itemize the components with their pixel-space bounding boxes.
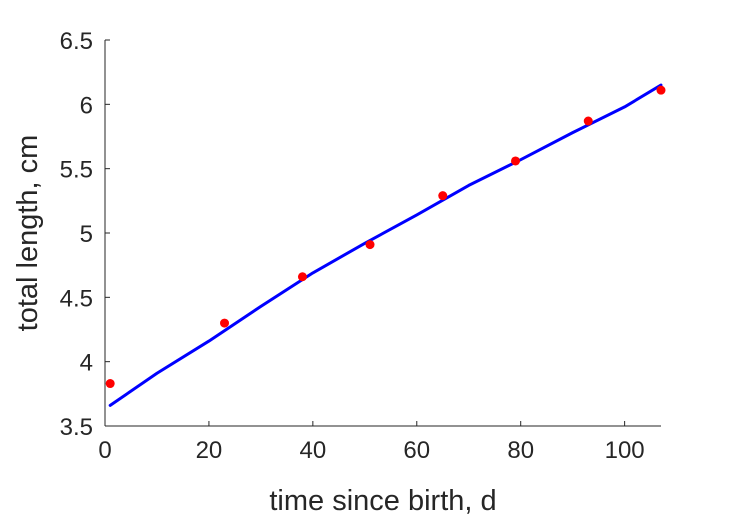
data-point bbox=[583, 116, 593, 126]
x-tick-label: 0 bbox=[98, 437, 111, 464]
ticks: 0 20 40 60 80 100 3.5 4 4.5 5 5.5 6 6.5 bbox=[60, 28, 645, 464]
data-point bbox=[656, 85, 666, 95]
y-tick-label: 6.5 bbox=[60, 28, 93, 55]
y-tick-label: 5.5 bbox=[60, 157, 93, 184]
y-tick-label: 3.5 bbox=[60, 414, 93, 441]
fit-curve bbox=[108, 83, 663, 407]
y-tick-label: 4.5 bbox=[60, 285, 93, 312]
plot-area bbox=[105, 83, 666, 407]
x-axis-label: time since birth, d bbox=[269, 485, 496, 517]
data-point bbox=[438, 191, 448, 201]
x-tick-label: 100 bbox=[605, 437, 645, 464]
y-tick-label: 5 bbox=[80, 221, 93, 248]
data-point bbox=[511, 156, 521, 166]
x-tick-label: 20 bbox=[196, 437, 223, 464]
data-point bbox=[297, 272, 307, 282]
x-tick-label: 40 bbox=[299, 437, 326, 464]
y-tick-label: 4 bbox=[80, 350, 93, 377]
y-axis-label: total length, cm bbox=[12, 135, 44, 332]
data-point bbox=[220, 318, 230, 328]
x-tick-label: 60 bbox=[403, 437, 430, 464]
y-tick-label: 6 bbox=[80, 92, 93, 119]
data-point bbox=[365, 240, 375, 250]
x-tick-label: 80 bbox=[507, 437, 534, 464]
data-point bbox=[105, 379, 115, 389]
